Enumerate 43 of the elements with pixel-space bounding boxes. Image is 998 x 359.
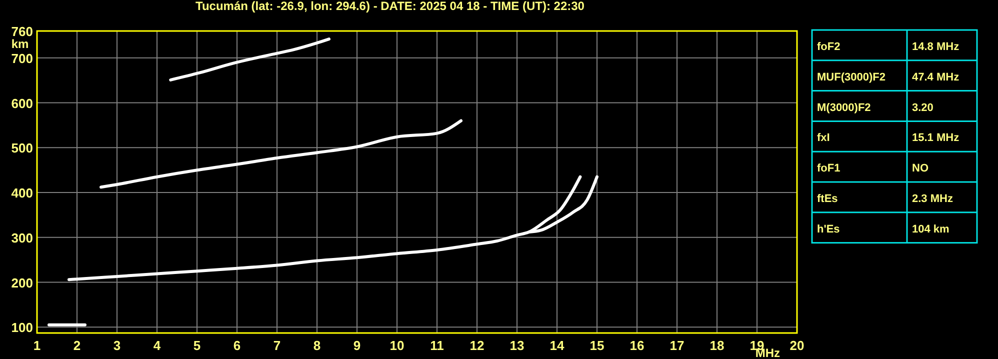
x-tick-label: 20	[790, 338, 804, 353]
x-tick-label: 8	[313, 338, 321, 353]
y-tick-label: 300	[11, 230, 33, 246]
y-axis-title: km	[11, 37, 29, 51]
category-label: foF2	[817, 41, 840, 53]
x-tick-label: 2	[73, 338, 81, 353]
x-tick-label: 16	[630, 338, 644, 353]
category-label: MUF(3000)F2	[817, 71, 886, 84]
y-tick-label: 600	[11, 96, 33, 111]
x-tick-label: 5	[193, 338, 201, 353]
x-tick-label: 17	[670, 338, 684, 353]
x-tick-label: 14	[550, 338, 565, 353]
category-label: foF1	[817, 162, 840, 175]
x-tick-label: 3	[113, 338, 121, 353]
y-tick-label: 500	[11, 140, 33, 156]
chart-title: Tucumán (lat: -26.9, lon: 294.6) - DATE: 2025 04 18 - TIME (UT): 22:30	[196, 0, 585, 13]
category-label: ftEs	[817, 193, 838, 205]
x-tick-label: 9	[353, 338, 361, 353]
x-tick-label: 7	[273, 338, 281, 353]
text: 14.8 MHz	[912, 41, 960, 53]
x-tick-label: 12	[470, 338, 484, 353]
text: 15.1 MHz	[912, 132, 960, 144]
x-tick-label: 10	[390, 338, 404, 353]
text: 3.20	[912, 102, 934, 114]
text: 2.3 MHz	[912, 193, 953, 205]
y-tick-label: 100	[11, 320, 33, 336]
x-tick-label: 13	[510, 338, 524, 353]
category-label: fxI	[817, 132, 830, 144]
x-tick-label: 18	[710, 338, 724, 353]
category-label: M(3000)F2	[817, 102, 871, 114]
text: 47.4 MHz	[912, 71, 960, 84]
x-tick-label: 6	[233, 338, 241, 353]
category-label: h'Es	[817, 223, 840, 236]
y-tick-label: 200	[11, 275, 33, 290]
x-tick-label: 15	[590, 338, 604, 353]
text: NO	[912, 162, 928, 175]
x-tick-label: 11	[430, 338, 444, 353]
y-tick-label: 400	[11, 186, 33, 201]
y-tick-label: 700	[11, 50, 33, 66]
text: 104 km	[912, 223, 950, 236]
x-tick-label: 1	[33, 338, 41, 353]
y-tick-label: 760	[11, 24, 33, 39]
x-tick-label: 4	[153, 338, 162, 353]
